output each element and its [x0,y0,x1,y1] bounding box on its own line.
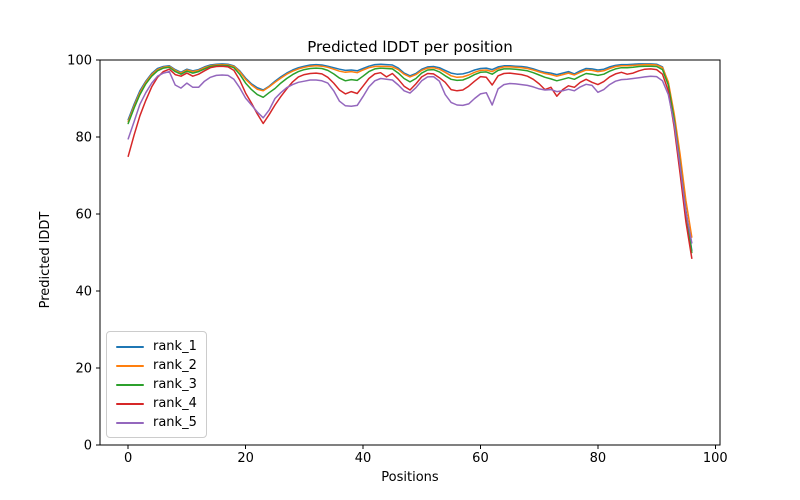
y-tick-label: 80 [75,131,92,146]
legend: rank_1 rank_2 rank_3 rank_4 rank_5 [106,331,207,438]
legend-label: rank_1 [153,339,197,354]
x-tick-label: 80 [590,451,607,466]
x-tick-label: 0 [124,451,132,466]
x-tick-label: 20 [237,451,254,466]
axes-layer [99,59,721,446]
series-line-rank_3 [127,64,693,254]
legend-line-swatch [116,421,144,424]
legend-item: rank_1 [116,337,197,356]
x-tick-label: 40 [355,451,372,466]
legend-item: rank_5 [116,413,197,432]
series-line-rank_5 [127,70,693,244]
chart-title: Predicted lDDT per position [307,38,512,56]
ticks-layer: 0 20 40 60 80 100 0 20 40 60 80 100 [67,54,728,467]
legend-label: rank_4 [153,396,197,411]
legend-line-swatch [116,402,144,405]
y-tick-label: 40 [75,285,92,300]
legend-item: rank_2 [116,356,197,375]
legend-label: rank_2 [153,358,197,373]
series-layer [127,63,693,260]
legend-line-swatch [116,345,144,348]
legend-line-swatch [116,364,144,367]
y-axis-label: Predicted lDDT [38,212,53,309]
legend-line-swatch [116,383,144,386]
x-tick-label: 100 [703,451,728,466]
legend-label: rank_5 [153,415,197,430]
legend-item: rank_3 [116,375,197,394]
x-axis-label: Positions [381,470,439,485]
x-tick-label: 60 [472,451,489,466]
y-tick-label: 100 [67,54,92,69]
axes-frame [99,59,721,446]
y-tick-label: 20 [75,362,92,377]
series-line-rank_1 [127,63,693,252]
y-tick-label: 0 [84,439,92,454]
series-line-rank_4 [127,65,693,260]
legend-item: rank_4 [116,394,197,413]
y-tick-label: 60 [75,208,92,223]
series-line-rank_2 [127,63,693,238]
legend-label: rank_3 [153,377,197,392]
